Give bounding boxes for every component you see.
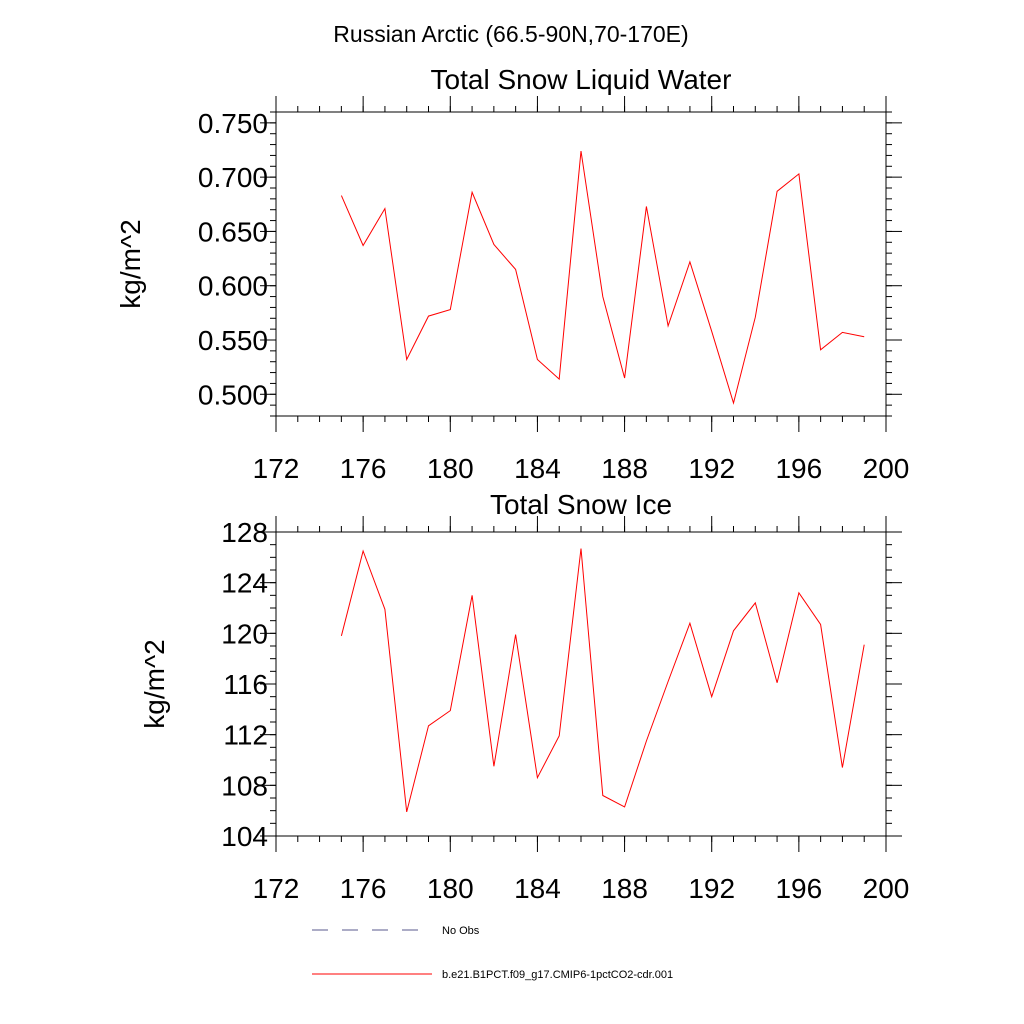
x-tick-label: 196	[775, 453, 822, 484]
x-tick-label: 176	[340, 873, 387, 904]
y-tick-label: 104	[221, 821, 268, 852]
x-tick-label: 180	[427, 873, 474, 904]
legend-label-model: b.e21.B1PCT.f09_g17.CMIP6-1pctCO2-cdr.00…	[442, 969, 673, 981]
y-tick-label: 0.600	[198, 271, 268, 302]
x-tick-label: 172	[253, 873, 300, 904]
y-tick-label: 112	[223, 720, 268, 751]
legend-label-no-obs: No Obs	[442, 925, 480, 937]
x-tick-label: 172	[253, 453, 300, 484]
x-tick-label: 192	[688, 453, 735, 484]
x-tick-label: 184	[514, 873, 561, 904]
x-tick-label: 200	[863, 873, 910, 904]
x-tick-label: 176	[340, 453, 387, 484]
x-tick-label: 184	[514, 453, 561, 484]
y-tick-label: 124	[221, 568, 268, 599]
series-line	[340, 151, 865, 405]
panel-snow-liquid-water: Total Snow Liquid Water kg/m^2 172 176 180…	[115, 64, 909, 484]
y-axis-label: kg/m^2	[139, 639, 170, 728]
y-axis-label: kg/m^2	[115, 219, 146, 308]
panel-title: Total Snow Ice	[490, 489, 672, 520]
series-line	[340, 548, 865, 813]
x-tick-label: 188	[601, 873, 648, 904]
figure-title: Russian Arctic (66.5-90N,70-170E)	[333, 21, 688, 47]
y-tick-label: 0.750	[198, 108, 268, 139]
x-tick-label: 196	[775, 873, 822, 904]
y-tick-label: 0.500	[198, 379, 268, 410]
x-tick-label: 192	[688, 873, 735, 904]
legend: No Obs b.e21.B1PCT.f09_g17.CMIP6-1pctCO2…	[312, 925, 673, 981]
panel-snow-ice: Total Snow Ice kg/m^2 172 176 180 184 188 192…	[139, 489, 909, 904]
y-tick-label: 128	[221, 517, 268, 548]
y-tick-label: 116	[223, 669, 268, 700]
panel-title: Total Snow Liquid Water	[431, 64, 732, 95]
y-tick-label: 120	[221, 618, 268, 649]
x-tick-label: 180	[427, 453, 474, 484]
x-tick-label: 200	[863, 453, 910, 484]
y-tick-label: 0.550	[198, 325, 268, 356]
y-tick-label: 0.700	[198, 162, 268, 193]
y-tick-label: 0.650	[198, 216, 268, 247]
y-tick-label: 108	[221, 770, 268, 801]
x-tick-label: 188	[601, 453, 648, 484]
